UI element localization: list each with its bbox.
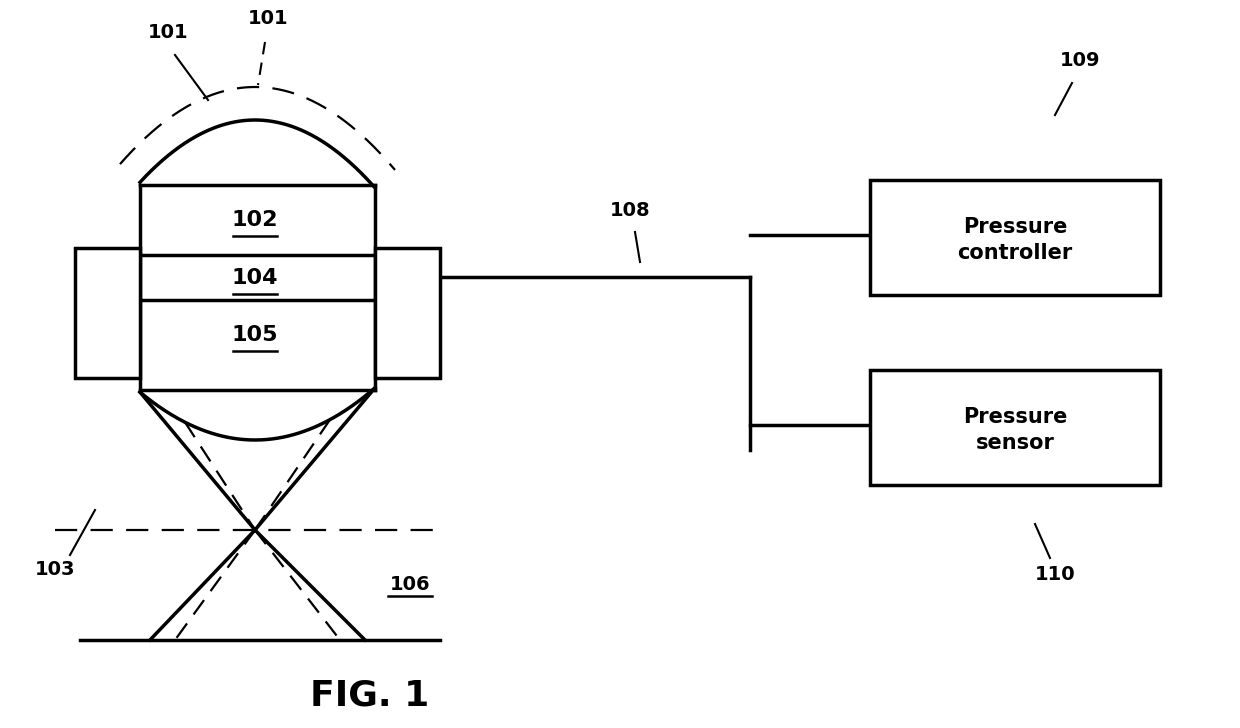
Text: 110: 110 <box>1034 565 1075 584</box>
Text: 101: 101 <box>248 9 289 28</box>
Bar <box>870 370 1159 485</box>
Text: 101: 101 <box>148 23 188 42</box>
Text: FIG. 1: FIG. 1 <box>310 678 429 712</box>
Bar <box>74 248 140 378</box>
Text: Pressure
controller: Pressure controller <box>957 217 1073 264</box>
Bar <box>870 180 1159 295</box>
Text: 109: 109 <box>1060 51 1100 70</box>
Text: 106: 106 <box>389 576 430 595</box>
Text: 104: 104 <box>232 267 278 288</box>
Text: 108: 108 <box>610 201 650 220</box>
Bar <box>374 248 440 378</box>
Text: 105: 105 <box>232 325 278 345</box>
Text: 102: 102 <box>232 210 278 230</box>
Text: Pressure
sensor: Pressure sensor <box>962 407 1068 454</box>
Text: 103: 103 <box>35 560 76 579</box>
